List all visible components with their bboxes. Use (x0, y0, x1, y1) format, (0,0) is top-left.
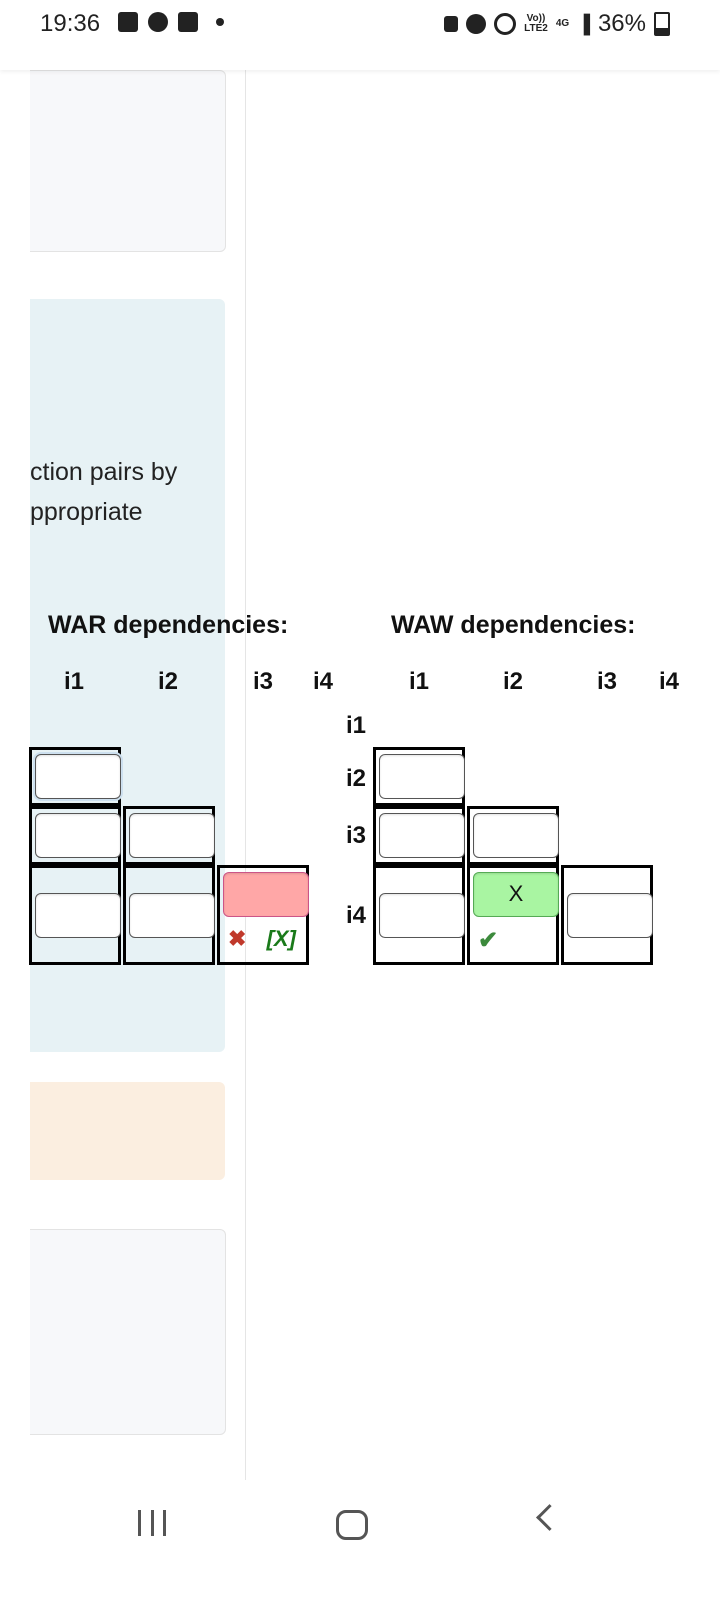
incorrect-icon: ✖ (228, 926, 247, 951)
hotspot-icon (494, 13, 517, 35)
folder-icon (178, 12, 198, 32)
waw-col-i2: i2 (503, 668, 524, 695)
network-label: 4G (555, 18, 570, 29)
war-input-r4c1[interactable] (35, 893, 121, 938)
recent-apps-icon[interactable] (138, 1510, 166, 1536)
question-text: ction pairs by ppropriate (30, 452, 177, 532)
waw-input-r3c1[interactable] (379, 813, 465, 858)
waw-input-r4c3[interactable] (567, 893, 653, 938)
waw-row-i1: i1 (346, 712, 367, 739)
waw-cell-r4c2: X ✔ (467, 865, 559, 965)
column-divider (245, 70, 246, 1480)
messenger-icon (148, 12, 168, 32)
panel-top (30, 70, 226, 252)
notification-dot-icon (216, 18, 224, 26)
war-title: WAR dependencies: (48, 611, 289, 639)
alarm-icon (466, 14, 487, 34)
war-input-r4c2[interactable] (129, 893, 215, 938)
war-input-r2c1[interactable] (35, 754, 121, 799)
correct-check-icon: ✔ (478, 927, 499, 954)
back-icon[interactable] (536, 1504, 563, 1531)
sd-icon (444, 16, 459, 32)
status-bar: 19:36 Vo)) LTE2 4G ▐ 36% (0, 0, 720, 70)
battery-label: 36% (597, 10, 646, 37)
question-line-1: ction pairs by (30, 458, 178, 486)
war-correct-answer: [X] (266, 926, 296, 951)
signal-icon: ▐ (577, 13, 590, 34)
feedback-panel (30, 1082, 225, 1180)
status-right-icons: Vo)) LTE2 4G ▐ 36% (444, 10, 670, 38)
war-cell-r4c2 (123, 865, 215, 965)
waw-cell-r3c2 (467, 806, 559, 865)
gallery-icon (118, 12, 138, 32)
war-feedback: ✖ [X] (228, 926, 296, 952)
war-col-i2: i2 (158, 668, 179, 695)
war-cell-r2c1 (29, 747, 121, 806)
war-input-r3c2[interactable] (129, 813, 215, 858)
question-line-2: ppropriate (30, 498, 143, 526)
panel-bottom (30, 1229, 226, 1435)
waw-cell-r3c1 (373, 806, 465, 865)
war-input-r3c1[interactable] (35, 813, 121, 858)
status-left-icons (118, 12, 224, 32)
waw-row-i2: i2 (346, 765, 367, 792)
war-col-i4: i4 (313, 668, 334, 695)
waw-input-r4c1[interactable] (379, 893, 465, 938)
waw-feedback: ✔ (478, 926, 498, 955)
waw-cell-r4c1 (373, 865, 465, 965)
waw-row-i3: i3 (346, 822, 367, 849)
war-cell-r4c1 (29, 865, 121, 965)
waw-input-r4c2-correct[interactable]: X (473, 872, 559, 917)
volte-label: Vo)) LTE2 (524, 13, 548, 34)
nav-bar (0, 1480, 720, 1600)
war-col-i3: i3 (253, 668, 274, 695)
status-time: 19:36 (40, 10, 101, 37)
waw-col-i1: i1 (409, 668, 430, 695)
waw-cell-r2c1 (373, 747, 465, 806)
war-cell-r3c1 (29, 806, 121, 865)
war-cell-r3c2 (123, 806, 215, 865)
war-input-r4c3-wrong[interactable] (223, 872, 309, 917)
waw-input-r2c1[interactable] (379, 754, 465, 799)
war-cell-r4c3: ✖ [X] (217, 865, 309, 965)
waw-cell-r4c3 (561, 865, 653, 965)
waw-input-r3c2[interactable] (473, 813, 559, 858)
waw-title: WAW dependencies: (391, 611, 636, 639)
waw-row-i4: i4 (346, 902, 367, 929)
home-icon[interactable] (336, 1510, 368, 1540)
waw-col-i4: i4 (659, 668, 680, 695)
waw-col-i3: i3 (597, 668, 618, 695)
war-col-i1: i1 (64, 668, 85, 695)
battery-icon (654, 12, 670, 36)
